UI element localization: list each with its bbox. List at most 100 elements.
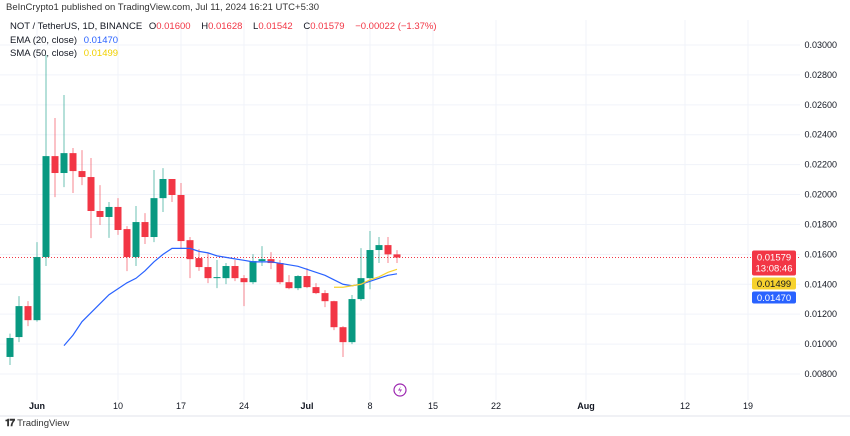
candle-body [222,266,230,279]
candle-body [87,177,95,211]
ema-label: EMA (20, close) [10,34,78,46]
candle-body [69,153,77,172]
symbol-row: NOT / TetherUS, 1D, BINANCE O0.01600 H0.… [10,20,441,34]
candle-body [33,257,41,321]
candle-body [303,276,311,288]
price-tick-label: 0.01600 [804,249,837,259]
high-value: 0.01628 [208,21,243,32]
candle-body [213,277,221,279]
candle-body [267,259,275,264]
sma-label: SMA (50, close) [10,48,78,59]
candle-body [6,337,14,357]
candle-body [384,245,392,255]
price-tick-label: 0.01800 [804,219,837,229]
candle-body [96,210,104,217]
low-label: L [253,21,259,32]
grid [0,20,800,400]
candle-body [258,259,266,262]
lightning-icon[interactable] [393,383,407,397]
open-value: 0.01600 [156,21,191,32]
last-price-tag [752,250,796,276]
price-tick-label: 0.02000 [804,190,837,200]
time-tick-label: 19 [743,401,753,411]
candle-body [231,266,239,279]
candle-body [330,301,338,328]
countdown-text: 13:08:46 [756,264,793,275]
last-price-tag-text: 0.01579 [757,253,791,264]
price-tick-label: 0.02400 [804,130,837,140]
chart-legend: NOT / TetherUS, 1D, BINANCE O0.01600 H0.… [10,20,441,61]
ema-row[interactable]: EMA (20, close) 0.01470 [10,34,441,48]
time-tick-label: 22 [491,401,501,411]
price-tags: 0.01579 13:08:46 0.01499 0.01470 [752,250,796,304]
candle-body [276,263,284,283]
high-label: H [201,21,209,32]
ema-line [63,247,398,346]
candle-body [24,306,32,321]
candle-body [159,178,167,199]
candle-body [51,156,59,174]
ema-price-tag [752,291,796,304]
candle-body [60,153,68,174]
candle-body [357,278,365,300]
price-axis[interactable]: 0.03000 0.02800 0.02600 0.02400 0.02200 0.020… [804,40,837,379]
candle-body [132,222,140,258]
time-tick-label: 8 [367,401,372,411]
candle-body [195,258,203,268]
close-value: 0.01579 [310,21,345,32]
time-tick-label: Jul [300,401,313,411]
price-tick-label: 0.01000 [804,339,837,349]
candle-body [339,327,347,343]
candle-body [141,222,149,238]
close-label: C [303,21,311,32]
candle-body [168,178,176,195]
tradingview-logo-icon: 𝟏𝟕 [5,418,15,429]
candles [6,55,401,366]
price-tick-label: 0.02800 [804,70,837,80]
candle-body [294,276,302,289]
candle-body [249,261,257,283]
candle-body [177,194,185,242]
ema-value: 0.01470 [83,34,119,46]
time-tick-label: Jun [29,401,45,411]
candle-body [15,306,23,338]
candle-body [123,229,131,258]
candle-body [204,267,212,279]
price-tick-label: 0.02200 [804,160,837,170]
time-tick-label: 17 [176,401,186,411]
candle-body [366,250,374,279]
sma-row[interactable]: SMA (50, close) 0.01499 [10,47,441,61]
sma-price-tag [752,277,796,290]
candle-body [348,299,356,343]
price-tick-label: 0.01400 [804,279,837,289]
price-tick-label: 0.03000 [804,40,837,50]
candle-body [240,278,248,283]
symbol-label[interactable]: NOT / TetherUS, 1D, BINANCE [10,21,143,32]
change-value: −0.00022 (−1.37%) [355,21,437,32]
price-tick-label: 0.02600 [804,100,837,110]
time-tick-label: 24 [239,401,249,411]
candle-body [393,254,401,258]
candle-body [375,245,383,251]
footer[interactable]: 𝟏𝟕 TradingView [5,418,69,429]
price-tick-label: 0.00800 [804,369,837,379]
candle-body [285,282,293,289]
sma-price-tag-text: 0.01499 [757,279,791,290]
candle-body [186,240,194,260]
candle-body [321,293,329,302]
candle-body [105,206,113,217]
candle-body [114,206,122,230]
candle-body [42,156,50,258]
brand-label: TradingView [17,418,70,429]
low-value: 0.01542 [258,21,293,32]
published-caption: BeInCrypto1 published on TradingView.com… [6,2,320,13]
time-tick-label: 12 [680,401,690,411]
candle-body [78,171,86,178]
candle-body [312,287,320,294]
time-axis[interactable]: Jun 10 17 24 Jul 8 15 22 Aug 12 19 [29,401,753,411]
ema-price-tag-text: 0.01470 [757,293,791,304]
open-label: O [148,21,157,32]
time-tick-label: 10 [113,401,123,411]
time-tick-label: Aug [577,401,595,411]
